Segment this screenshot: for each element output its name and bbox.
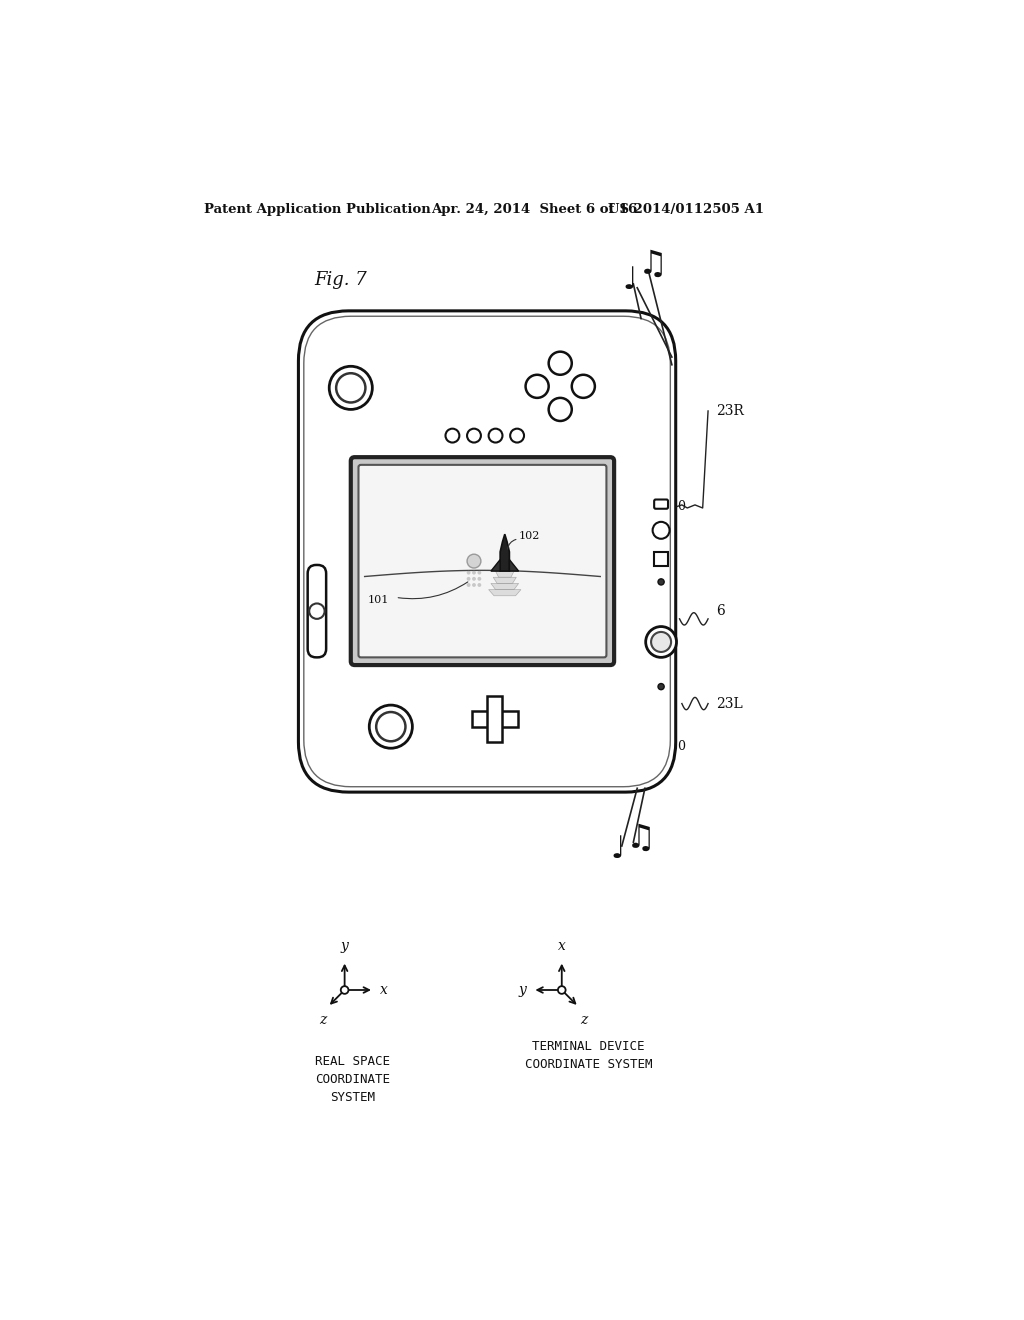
Polygon shape <box>488 590 521 595</box>
Text: REAL SPACE
COORDINATE
SYSTEM: REAL SPACE COORDINATE SYSTEM <box>314 1056 390 1105</box>
Circle shape <box>336 374 366 403</box>
Text: 6: 6 <box>716 605 725 618</box>
Text: ♩: ♩ <box>610 836 626 865</box>
Text: ♫: ♫ <box>638 248 668 281</box>
Bar <box>487 696 503 742</box>
Polygon shape <box>490 583 518 590</box>
Text: z: z <box>580 1014 587 1027</box>
FancyBboxPatch shape <box>298 312 676 792</box>
Bar <box>654 552 668 566</box>
Text: y: y <box>518 983 526 997</box>
Text: 0: 0 <box>677 500 685 513</box>
Text: ♫: ♫ <box>626 822 656 855</box>
Circle shape <box>549 397 571 421</box>
Circle shape <box>646 627 677 657</box>
Text: ♩: ♩ <box>623 265 637 294</box>
Text: x: x <box>380 983 388 997</box>
Polygon shape <box>509 560 518 572</box>
Polygon shape <box>490 560 500 572</box>
Circle shape <box>558 986 565 994</box>
Circle shape <box>376 711 406 742</box>
Circle shape <box>477 577 481 581</box>
Circle shape <box>467 429 481 442</box>
Text: TERMINAL DEVICE
COORDINATE SYSTEM: TERMINAL DEVICE COORDINATE SYSTEM <box>525 1040 652 1071</box>
FancyBboxPatch shape <box>358 465 606 657</box>
Text: 23R: 23R <box>716 404 743 418</box>
FancyBboxPatch shape <box>307 565 326 657</box>
Circle shape <box>467 570 470 574</box>
Text: Patent Application Publication: Patent Application Publication <box>204 203 430 216</box>
Text: y: y <box>341 939 348 953</box>
Circle shape <box>467 554 481 568</box>
Polygon shape <box>496 572 514 577</box>
Circle shape <box>571 375 595 397</box>
Text: 101: 101 <box>368 594 389 605</box>
Circle shape <box>472 583 476 587</box>
Circle shape <box>445 429 460 442</box>
Circle shape <box>477 570 481 574</box>
Circle shape <box>467 583 470 587</box>
Circle shape <box>651 632 671 652</box>
Text: 0: 0 <box>677 741 685 754</box>
Text: Apr. 24, 2014  Sheet 6 of 16: Apr. 24, 2014 Sheet 6 of 16 <box>431 203 637 216</box>
Circle shape <box>330 367 373 409</box>
Circle shape <box>467 577 470 581</box>
Circle shape <box>477 583 481 587</box>
Circle shape <box>341 986 348 994</box>
Circle shape <box>549 351 571 375</box>
Text: 102: 102 <box>518 532 540 541</box>
Circle shape <box>510 429 524 442</box>
FancyBboxPatch shape <box>654 499 668 508</box>
Text: z: z <box>319 1014 327 1027</box>
FancyBboxPatch shape <box>351 457 614 665</box>
Circle shape <box>525 375 549 397</box>
Polygon shape <box>500 535 509 572</box>
Bar <box>472 711 518 726</box>
Polygon shape <box>494 577 516 583</box>
Text: x: x <box>558 939 565 953</box>
Text: Fig. 7: Fig. 7 <box>313 271 367 289</box>
Circle shape <box>309 603 325 619</box>
Circle shape <box>652 521 670 539</box>
Circle shape <box>472 577 476 581</box>
Text: 23L: 23L <box>716 697 742 710</box>
Circle shape <box>658 684 665 690</box>
Circle shape <box>370 705 413 748</box>
Circle shape <box>472 570 476 574</box>
Circle shape <box>658 578 665 585</box>
Circle shape <box>488 429 503 442</box>
Text: US 2014/0112505 A1: US 2014/0112505 A1 <box>608 203 764 216</box>
